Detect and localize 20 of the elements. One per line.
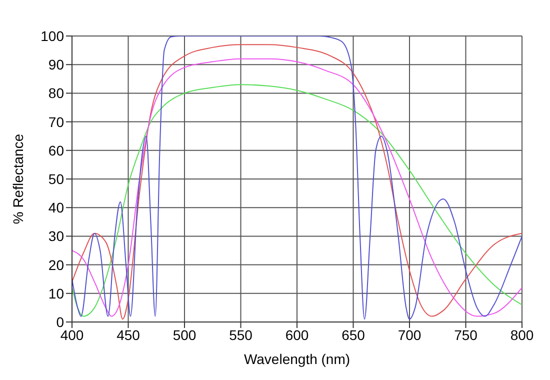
y-tick-label: 70 <box>48 114 64 130</box>
y-tick-label: 50 <box>48 170 64 187</box>
y-tick-label: 20 <box>48 256 64 273</box>
y-tick-label: 60 <box>48 142 64 158</box>
x-tick-label: 600 <box>285 326 309 343</box>
y-tick-label: 10 <box>48 285 64 302</box>
x-tick-label: 750 <box>454 326 478 343</box>
x-tick-label: 650 <box>342 326 366 343</box>
x-tick-label: 700 <box>398 326 422 343</box>
y-tick-label: 40 <box>48 200 64 216</box>
x-tick-label: 500 <box>172 326 196 343</box>
x-tick-label: 450 <box>116 326 140 343</box>
y-axis-title: % Reflectance <box>10 134 26 224</box>
y-tick-label: 100 <box>40 28 64 44</box>
x-axis-title: Wavelength (nm) <box>244 351 350 367</box>
x-tick-label: 550 <box>229 326 253 343</box>
y-tick-label: 80 <box>48 85 64 102</box>
x-tick-label: 800 <box>510 326 534 343</box>
y-tick-label: 90 <box>48 56 64 73</box>
y-tick-label: 30 <box>48 228 64 244</box>
